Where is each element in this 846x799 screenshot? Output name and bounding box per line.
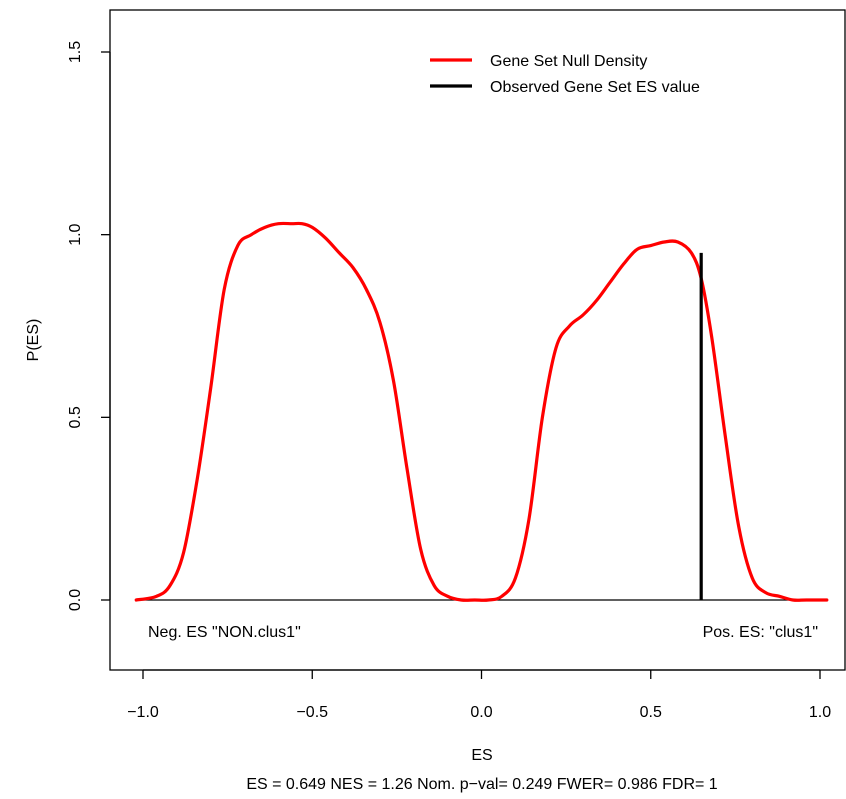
y-axis-title: P(ES) — [25, 319, 42, 362]
neg-es-label: Neg. ES "NON.clus1" — [148, 624, 301, 641]
x-tick-label: −0.5 — [296, 704, 328, 721]
plot-frame — [109, 9, 846, 671]
x-tick-label: −1.0 — [127, 704, 159, 721]
y-tick-label: 0.5 — [67, 406, 84, 428]
x-axis: −1.0 −0.5 0.0 0.5 1.0 — [127, 669, 831, 721]
y-tick-label: 0.0 — [67, 589, 84, 611]
null-density-curve — [134, 221, 829, 602]
y-axis: 0.0 0.5 1.0 1.5 — [67, 41, 111, 611]
y-tick-label: 1.5 — [67, 41, 84, 63]
y-tick-label: 1.0 — [67, 223, 84, 245]
legend-label-density: Gene Set Null Density — [490, 53, 647, 70]
legend-label-es: Observed Gene Set ES value — [490, 79, 700, 96]
x-tick-label: 0.0 — [470, 704, 492, 721]
x-axis-title: ES — [471, 747, 492, 764]
x-tick-label: 1.0 — [809, 704, 831, 721]
legend: Gene Set Null Density Observed Gene Set … — [430, 53, 700, 96]
pos-es-label: Pos. ES: "clus1" — [703, 624, 818, 641]
x-tick-label: 0.5 — [640, 704, 662, 721]
chart-subtitle: ES = 0.649 NES = 1.26 Nom. p−val= 0.249 … — [246, 776, 717, 793]
